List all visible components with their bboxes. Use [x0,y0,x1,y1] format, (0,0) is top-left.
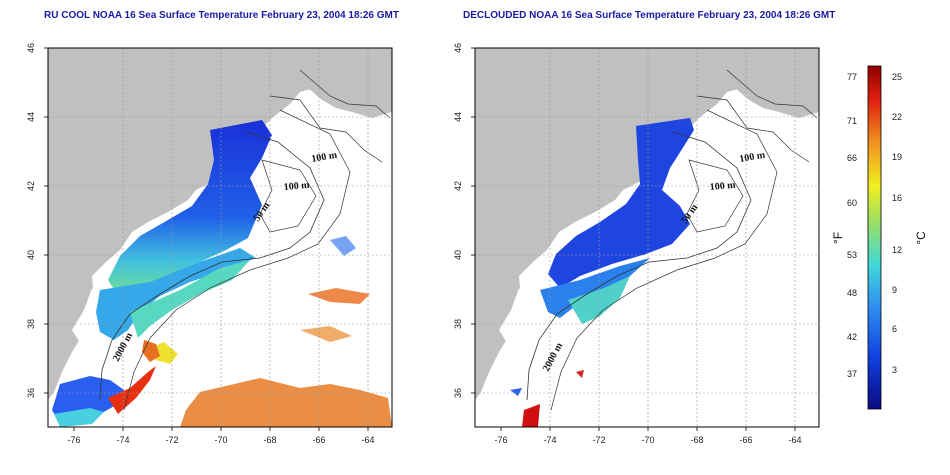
colorbar-f-tick: 77 [847,72,857,82]
left-lon-tick: -64 [361,435,374,445]
colorbar-f-tick: 37 [847,369,857,379]
right-isobath-label-100a: 100 m [739,150,767,165]
left-isobath-label-100b: 100 m [283,180,310,193]
colorbar-f-tick: 60 [847,198,857,208]
colorbar-c-tick: 3 [892,365,897,375]
colorbar-c-tick: 12 [892,245,902,255]
right-lat-tick: 36 [453,388,463,398]
left-lat-tick: 36 [26,388,36,398]
right-map-land [475,48,819,400]
left-lon-tick: -72 [165,435,178,445]
fahrenheit-unit-label: °F [831,232,845,244]
left-lat-tick: 40 [26,250,36,260]
right-lon-tick: -74 [543,435,556,445]
colorbar-f-tick: 48 [847,288,857,298]
right-lon-tick: -66 [739,435,752,445]
right-lat-tick: 40 [453,250,463,260]
colorbar-c-tick: 19 [892,152,902,162]
colorbar-c-tick: 25 [892,72,902,82]
left-lon-tick: -76 [67,435,80,445]
left-lat-tick: 38 [26,319,36,329]
colorbar-c-tick: 22 [892,112,902,122]
colorbar-c-tick: 16 [892,193,902,203]
colorbar-f-tick: 71 [847,116,857,126]
left-lon-tick: -74 [116,435,129,445]
right-map-panel: 100 m 100 m 50 m 2000 m -76 -74 -72 -70 … [453,43,820,445]
right-lat-tick: 38 [453,319,463,329]
left-isobath-label-100a: 100 m [311,150,339,165]
colorbar-c-tick: 9 [892,285,897,295]
left-map-sst-cold [108,120,272,296]
right-map-frame [474,47,820,428]
right-lon-tick: -70 [641,435,654,445]
left-lat-tick: 42 [26,181,36,191]
left-map-frame [47,47,393,428]
right-lon-tick: -68 [690,435,703,445]
colorbar-f-tick: 66 [847,153,857,163]
left-lon-tick: -66 [312,435,325,445]
celsius-unit-label: °C [914,231,928,245]
right-lon-tick: -76 [494,435,507,445]
left-lon-tick: -68 [263,435,276,445]
left-lat-tick: 46 [26,43,36,53]
colorbar: 77 71 66 60 53 48 42 37 25 22 19 16 12 9… [831,65,928,410]
colorbar-f-tick: 42 [847,332,857,342]
left-map-title: RU COOL NOAA 16 Sea Surface Temperature … [44,10,399,21]
right-isobath-label-100b: 100 m [709,180,736,193]
right-lat-tick: 44 [453,112,463,122]
right-lat-tick: 42 [453,181,463,191]
right-map-sst-cold [548,118,694,288]
colorbar-f-tick: 53 [847,250,857,260]
colorbar-gradient [867,65,882,410]
left-map-panel: 100 m 100 m 50 m 2000 m -76 -74 -72 -70 … [26,43,393,445]
right-lon-tick: -64 [788,435,801,445]
left-lon-tick: -70 [214,435,227,445]
colorbar-c-tick: 6 [892,324,897,334]
left-lat-tick: 44 [26,112,36,122]
right-lat-tick: 46 [453,43,463,53]
right-lon-tick: -72 [592,435,605,445]
right-map-title: DECLOUDED NOAA 16 Sea Surface Temperatur… [463,10,836,21]
left-map-land [48,48,392,400]
